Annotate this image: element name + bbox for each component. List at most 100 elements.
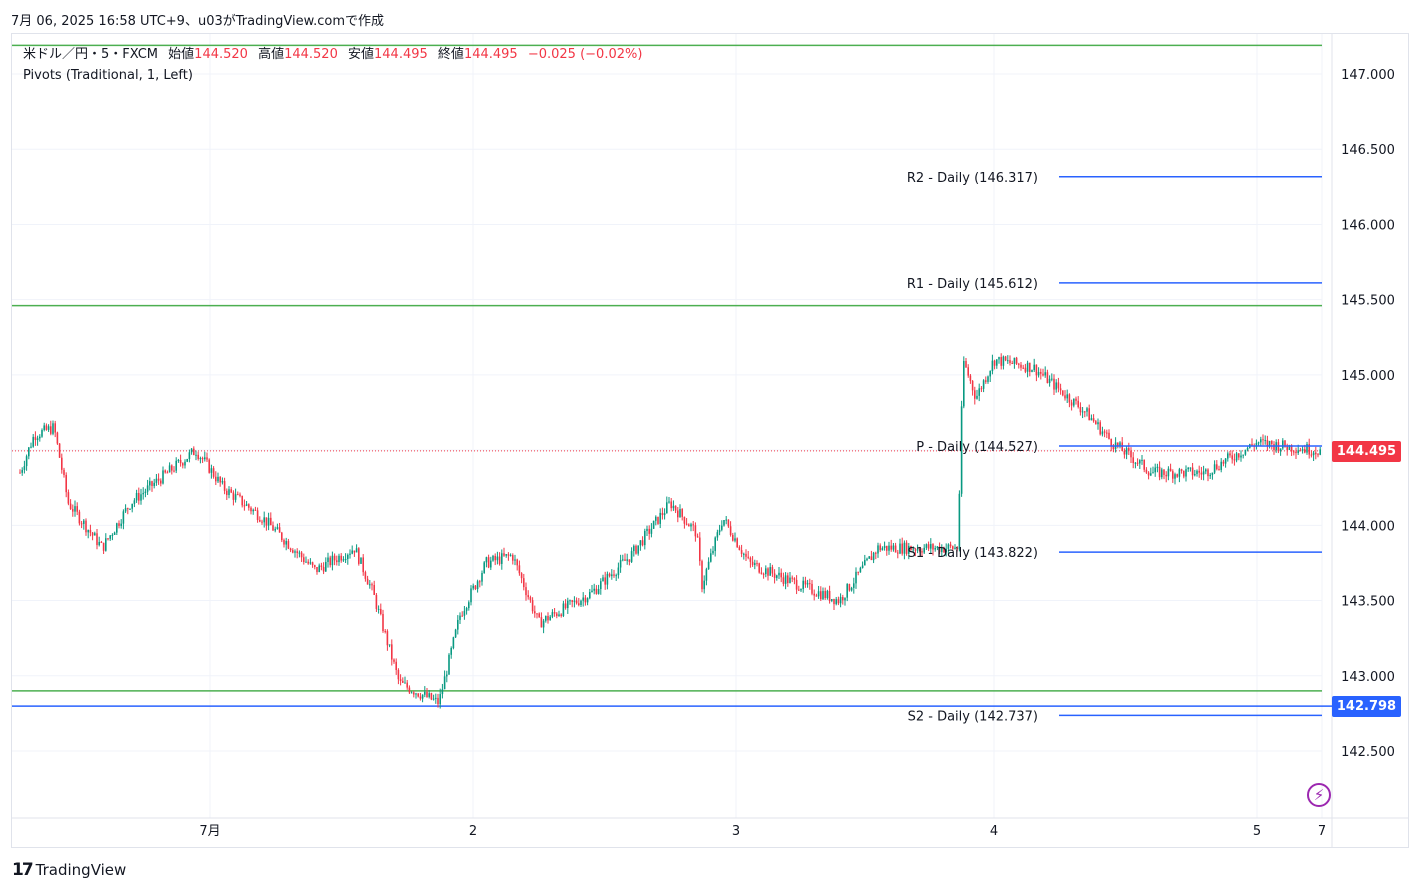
- candle-body: [503, 553, 505, 556]
- candle-body: [861, 565, 864, 568]
- candle-body: [468, 602, 470, 609]
- candle-body: [892, 545, 895, 550]
- candle-body: [494, 555, 496, 561]
- candle-body: [1147, 472, 1150, 476]
- legend-indicator[interactable]: Pivots (Traditional, 1, Left): [23, 68, 193, 83]
- last-price-tag: 144.495: [1332, 441, 1401, 462]
- candle-body: [243, 505, 246, 507]
- candle-body: [905, 542, 908, 554]
- candle-body: [39, 436, 41, 439]
- candle-body: [974, 390, 976, 399]
- candle-body: [1051, 378, 1053, 380]
- candle-body: [314, 565, 316, 567]
- candle-body: [338, 555, 340, 563]
- candle-body: [1282, 440, 1284, 449]
- candle-body: [142, 492, 144, 495]
- candle-body: [932, 544, 934, 550]
- candle-body: [1018, 363, 1020, 365]
- candle-body: [107, 538, 109, 540]
- candle-body: [745, 553, 747, 557]
- candle-body: [1240, 455, 1242, 458]
- candle-body: [890, 545, 892, 550]
- candle-body: [1042, 373, 1044, 376]
- candle-body: [582, 597, 584, 601]
- candle-body: [1145, 469, 1148, 473]
- candle-body: [886, 545, 888, 551]
- candle-body: [80, 523, 83, 525]
- candle-body: [674, 505, 677, 511]
- candle-body: [732, 534, 734, 541]
- legend-symbol[interactable]: 米ドル／円・5・FXCM: [23, 47, 159, 62]
- candle-body: [916, 548, 919, 551]
- candle-body: [1055, 382, 1057, 390]
- tradingview-logo[interactable]: 17 TradingView: [12, 860, 126, 880]
- candle-body: [1176, 474, 1178, 477]
- candle-body: [1222, 461, 1225, 464]
- candle-body: [424, 691, 426, 695]
- candle-body: [281, 532, 283, 541]
- candle-body: [762, 573, 765, 575]
- candle-body: [1189, 467, 1192, 469]
- candle-body: [853, 583, 855, 588]
- candle-body: [410, 692, 413, 694]
- candle-body: [963, 361, 965, 407]
- candle-body: [956, 547, 958, 550]
- candle-body: [509, 555, 512, 557]
- candle-body: [1004, 356, 1007, 361]
- candle-body: [435, 697, 437, 699]
- candle-body: [617, 567, 620, 576]
- chart-frame[interactable]: [11, 33, 1409, 848]
- candle-body: [188, 452, 191, 460]
- candle-body: [190, 448, 193, 453]
- candle-body: [1231, 455, 1233, 460]
- candle-body: [912, 549, 914, 551]
- flash-icon[interactable]: ⚡: [1307, 783, 1331, 807]
- candle-body: [910, 546, 912, 551]
- legend-ohlc-row: 米ドル／円・5・FXCM 始値144.520 高値144.520 安値144.4…: [23, 44, 642, 65]
- candle-body: [173, 470, 175, 472]
- candle-body: [303, 557, 305, 562]
- candle-body: [168, 465, 171, 473]
- candle-body: [1238, 453, 1240, 458]
- candle-body: [1198, 470, 1200, 473]
- candle-body: [267, 517, 270, 526]
- candle-body: [1191, 467, 1194, 476]
- candle-body: [1150, 473, 1152, 476]
- candle-body: [1026, 362, 1029, 372]
- candle-body: [228, 489, 230, 496]
- candle-body: [300, 552, 303, 558]
- candle-body: [276, 527, 279, 529]
- candle-body: [298, 552, 301, 554]
- candle-body: [1202, 471, 1205, 475]
- legend-high-value: 144.520: [284, 47, 338, 62]
- candle-body: [408, 687, 411, 693]
- candle-body: [1213, 464, 1216, 473]
- candle-body: [624, 559, 626, 561]
- candle-body: [591, 590, 593, 593]
- candle-body: [784, 575, 787, 584]
- candle-body: [1255, 442, 1258, 447]
- candle-body: [1304, 449, 1306, 453]
- candle-body: [1264, 440, 1266, 442]
- candle-body: [945, 548, 947, 553]
- candle-body: [226, 490, 228, 496]
- candle-body: [1286, 446, 1288, 450]
- candle-body: [529, 597, 532, 601]
- candle-body: [1143, 459, 1145, 470]
- candle-body: [804, 580, 807, 585]
- candle-body: [817, 591, 820, 597]
- candle-body: [1297, 450, 1299, 454]
- candle-body: [771, 567, 774, 574]
- candle-body: [386, 631, 389, 646]
- candle-body: [87, 529, 89, 533]
- candle-body: [1125, 448, 1128, 455]
- candle-body: [611, 574, 613, 577]
- candle-body: [934, 548, 936, 550]
- candle-body: [1317, 454, 1319, 456]
- candle-body: [278, 527, 281, 533]
- candle-body: [703, 580, 705, 590]
- candle-body: [710, 553, 712, 562]
- candle-body: [881, 548, 884, 551]
- legend-high-label: 高値: [258, 47, 285, 62]
